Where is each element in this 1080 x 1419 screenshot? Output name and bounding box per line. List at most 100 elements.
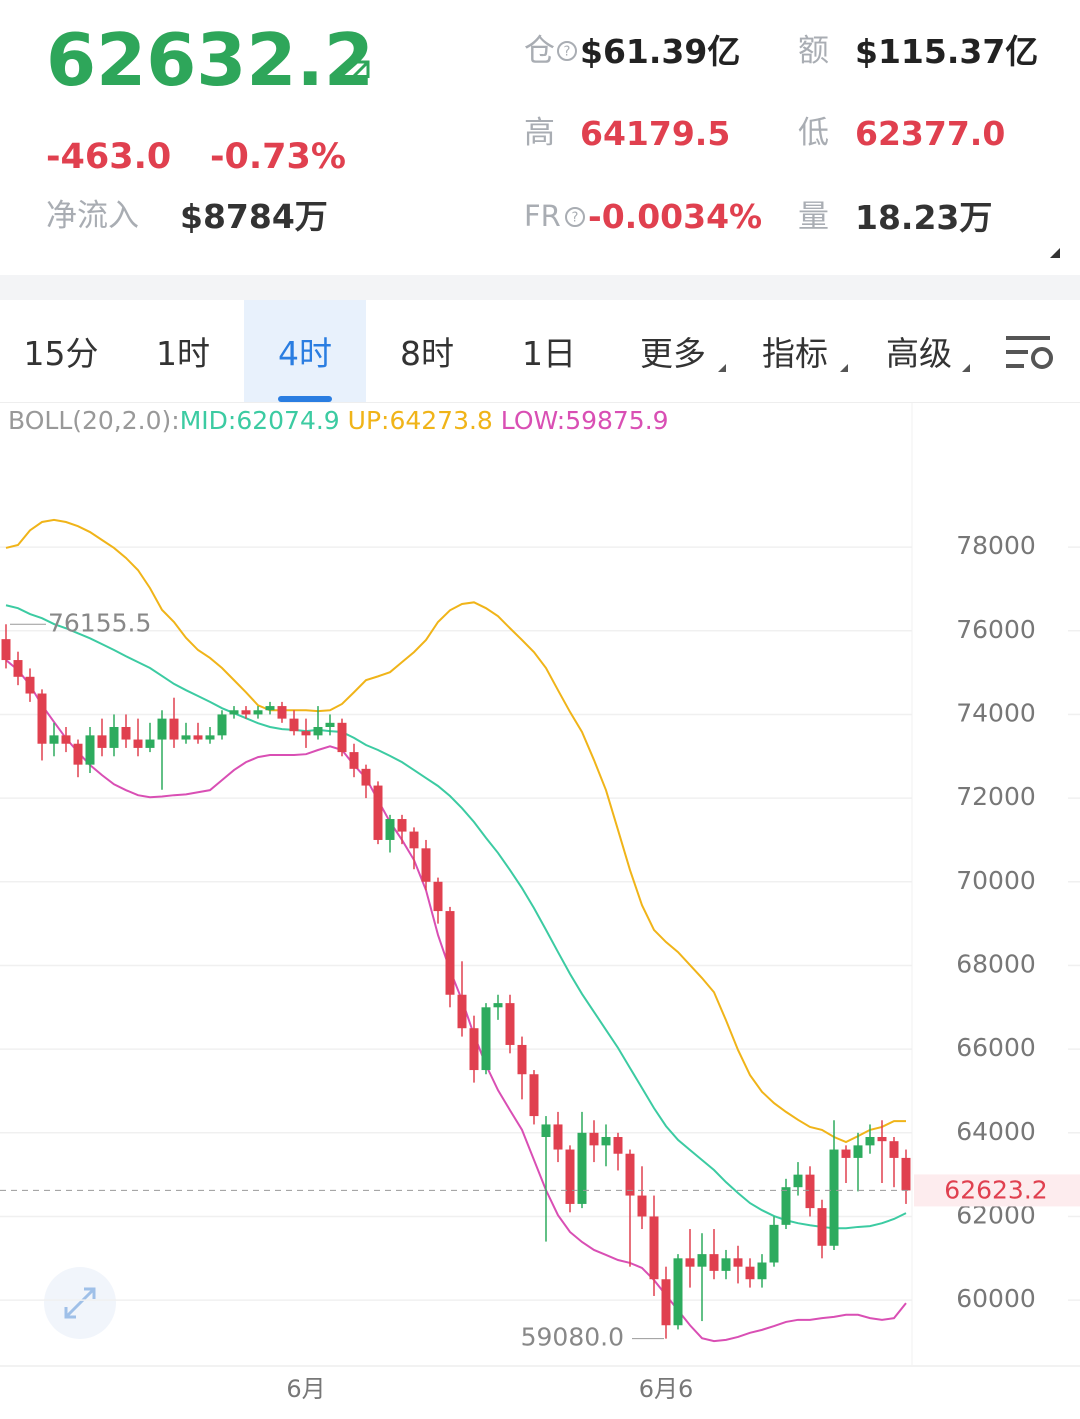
candle-body — [205, 735, 215, 740]
tab[interactable]: 15分 — [23, 334, 99, 373]
tab-dropdown[interactable]: 更多 — [640, 334, 706, 373]
x-tick-label: 6月6 — [639, 1375, 694, 1403]
candle-body — [301, 731, 311, 736]
stat-label: 量 — [798, 199, 829, 235]
y-tick-label: 70000 — [956, 866, 1036, 895]
candle-body — [433, 881, 443, 912]
candle-body — [853, 1145, 863, 1158]
candle-body — [409, 831, 419, 849]
candle-body — [805, 1174, 815, 1209]
candle-body — [517, 1044, 527, 1075]
legend-entry: MID:62074.9 — [179, 406, 340, 435]
candle-body — [349, 752, 359, 769]
divider — [0, 402, 1080, 403]
tab[interactable]: 8时 — [400, 334, 454, 373]
y-tick-label: 68000 — [956, 949, 1036, 978]
tab-active[interactable]: 4时 — [244, 300, 366, 402]
candle-body — [469, 1028, 479, 1071]
candle-body — [169, 718, 179, 740]
tab[interactable]: 1时 — [156, 334, 210, 373]
low-marker-label: 59080.0 — [521, 1323, 624, 1352]
inflow: $8784万 — [180, 197, 328, 236]
candle-body — [253, 710, 263, 715]
stat-label: 额 — [798, 33, 829, 69]
divider — [0, 275, 1080, 300]
candle-body — [373, 785, 383, 840]
candle-body — [277, 706, 287, 719]
tab-indicator — [278, 396, 332, 402]
candle-body — [889, 1141, 899, 1158]
candle-body — [97, 735, 107, 748]
stat-label: 低 — [798, 115, 829, 151]
candle-body — [37, 693, 47, 744]
price: 62632.2 — [46, 18, 374, 102]
help-icon[interactable]: ? — [556, 40, 578, 62]
candle-body — [421, 848, 431, 882]
candle-body — [793, 1174, 803, 1188]
candle-body — [445, 911, 455, 995]
candle-body — [541, 1124, 551, 1137]
tab-dropdown[interactable]: 高级 — [886, 334, 952, 373]
candle-body — [397, 819, 407, 832]
last-price-tag — [914, 1174, 1080, 1207]
y-tick-label: 76000 — [956, 615, 1036, 644]
candle-body — [133, 739, 143, 748]
tab[interactable]: 1日 — [522, 334, 576, 373]
candle-body — [325, 722, 335, 727]
candle-body — [25, 676, 35, 694]
candle-body — [613, 1136, 623, 1154]
candle-body — [1, 639, 11, 661]
settings-icon[interactable] — [1006, 336, 1053, 369]
indicator-name: BOLL(20,2.0): — [8, 406, 180, 435]
stat-value: $115.37亿 — [855, 32, 1039, 71]
y-tick-label: 64000 — [956, 1117, 1036, 1146]
candle-body — [733, 1258, 743, 1267]
zoom-button[interactable] — [44, 1267, 116, 1339]
candle-body — [193, 735, 203, 740]
last-price-label: 62623.2 — [944, 1175, 1047, 1204]
candle-body — [85, 735, 95, 765]
candle-body — [565, 1149, 575, 1204]
tab-dropdown[interactable]: 指标 — [762, 334, 828, 373]
stat-value: $61.39亿 — [580, 32, 741, 71]
x-tick-label: 6月 — [286, 1375, 325, 1403]
candle-body — [901, 1157, 911, 1191]
change: -463.0 — [46, 137, 172, 177]
candle-body — [265, 706, 275, 711]
candle-body — [781, 1187, 791, 1225]
expand-corner[interactable] — [1048, 246, 1062, 260]
candle-body — [217, 714, 227, 736]
stat-value: 64179.5 — [580, 114, 731, 153]
candle-body — [673, 1258, 683, 1326]
candle-body — [181, 735, 191, 740]
candle-body — [49, 735, 59, 744]
candle-body — [769, 1224, 779, 1263]
up-arrow-icon — [344, 60, 370, 86]
candle-body — [145, 739, 155, 748]
candle-body — [877, 1136, 887, 1142]
y-tick-label: 78000 — [956, 531, 1036, 560]
high-marker-label: 76155.5 — [48, 608, 151, 637]
stat-label: FR — [524, 199, 561, 233]
svg-text:?: ? — [564, 45, 571, 60]
candle-body — [505, 1003, 515, 1045]
candle-body — [817, 1208, 827, 1246]
tab-decorations — [718, 336, 1053, 372]
y-tick-label: 66000 — [956, 1033, 1036, 1062]
help-icon[interactable]: ? — [564, 206, 586, 228]
band-line — [5, 659, 907, 1343]
candle-body — [481, 1007, 491, 1071]
candle-body — [745, 1266, 755, 1280]
candle-body — [709, 1254, 719, 1271]
candle-body — [313, 726, 323, 736]
y-tick-label: 72000 — [956, 782, 1036, 811]
candle-body — [661, 1279, 671, 1326]
band-line — [5, 604, 907, 1230]
candle-body — [829, 1149, 839, 1246]
inflow-label: 净流入 — [46, 198, 139, 234]
candle-body — [757, 1262, 767, 1280]
candle-body — [157, 718, 167, 740]
candle-body — [121, 726, 131, 740]
